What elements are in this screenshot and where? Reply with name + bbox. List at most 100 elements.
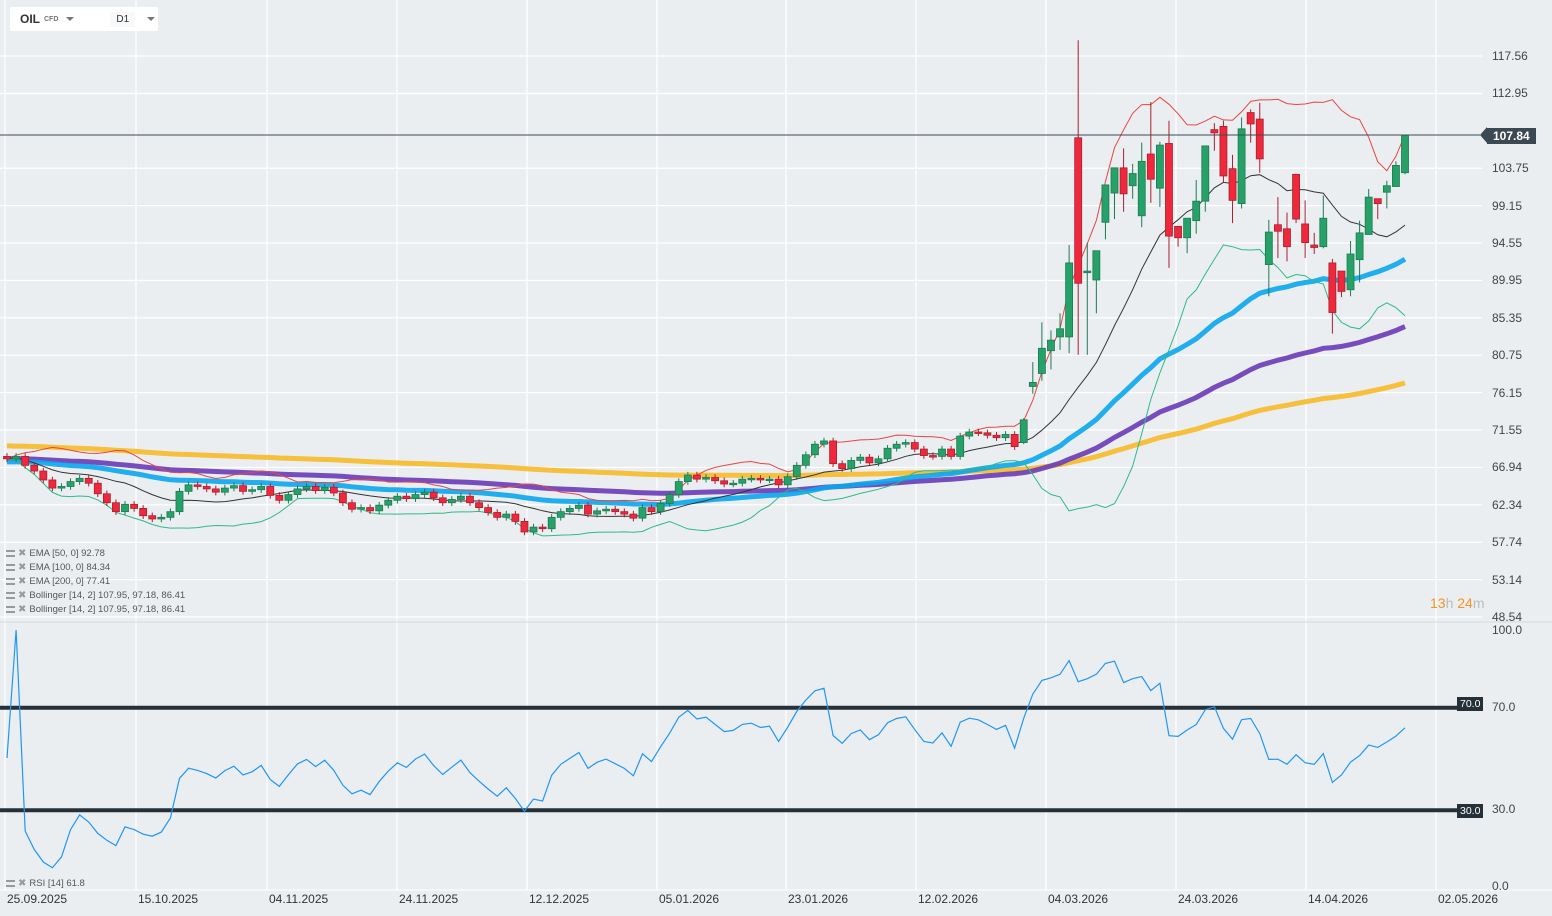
candle-body bbox=[1083, 270, 1092, 274]
candle-up bbox=[502, 510, 511, 521]
candle-up bbox=[565, 505, 574, 515]
candle-down bbox=[611, 505, 620, 515]
candle-down bbox=[329, 484, 338, 497]
countdown-minutes: 24 bbox=[1457, 595, 1473, 611]
candle-up bbox=[702, 474, 710, 483]
candle-down bbox=[48, 476, 57, 492]
candle-down bbox=[992, 432, 1001, 441]
candle-down bbox=[275, 492, 284, 504]
chevron-down-icon[interactable] bbox=[66, 17, 75, 21]
candle-body bbox=[1056, 328, 1064, 338]
candle-down bbox=[693, 471, 701, 483]
close-icon[interactable]: ✖ bbox=[18, 576, 27, 587]
candle-body bbox=[511, 513, 520, 522]
candle-body bbox=[284, 494, 293, 501]
candle-down bbox=[1119, 148, 1128, 212]
candle-body bbox=[1292, 173, 1300, 220]
candle-body bbox=[1237, 128, 1246, 205]
candle-body bbox=[402, 495, 411, 500]
settings-icon[interactable] bbox=[6, 578, 15, 585]
candle-body bbox=[829, 440, 837, 465]
candle-body bbox=[1255, 118, 1264, 160]
candle-down bbox=[429, 488, 438, 502]
candle-body bbox=[84, 477, 93, 484]
candle-body bbox=[429, 491, 438, 499]
candle-body bbox=[57, 486, 66, 489]
candle-body bbox=[1037, 347, 1046, 374]
candle-body bbox=[1382, 185, 1391, 193]
close-icon[interactable]: ✖ bbox=[18, 604, 27, 615]
candle-body bbox=[202, 486, 211, 490]
candle-body bbox=[93, 482, 102, 495]
candle-up bbox=[575, 501, 583, 512]
close-icon[interactable]: ✖ bbox=[18, 590, 27, 601]
candle-body bbox=[1165, 143, 1173, 237]
timeframe-selector[interactable]: D1 bbox=[110, 11, 136, 27]
candle-up bbox=[1092, 250, 1101, 314]
current-price-badge: 107.84 bbox=[1487, 128, 1536, 144]
settings-icon[interactable] bbox=[6, 880, 15, 887]
candle-down bbox=[910, 439, 919, 453]
candle-up bbox=[456, 492, 465, 503]
candle-down bbox=[466, 492, 474, 506]
candle-down bbox=[311, 483, 320, 494]
candle-up bbox=[75, 475, 84, 485]
candle-down bbox=[148, 512, 157, 523]
rsi-y-tick-label: 70.0 bbox=[1492, 699, 1516, 714]
close-icon[interactable]: ✖ bbox=[18, 548, 27, 559]
candle-down bbox=[1146, 102, 1155, 203]
settings-icon[interactable] bbox=[6, 606, 15, 613]
candle-body bbox=[148, 515, 157, 520]
candle-down bbox=[829, 437, 837, 467]
candle-body bbox=[801, 454, 810, 466]
candle-down bbox=[30, 462, 39, 475]
candle-up bbox=[820, 437, 828, 448]
y-tick-label: 71.55 bbox=[1492, 422, 1523, 437]
candle-body bbox=[738, 478, 747, 484]
rsi-y-tick-label: 100.0 bbox=[1492, 623, 1523, 637]
settings-icon[interactable] bbox=[6, 564, 15, 571]
y-tick-label: 80.75 bbox=[1492, 348, 1523, 363]
candle-body bbox=[693, 474, 701, 480]
close-icon[interactable]: ✖ bbox=[18, 562, 27, 573]
candle-body bbox=[484, 507, 493, 513]
candle-body bbox=[456, 495, 465, 500]
x-tick-label: 05.01.2026 bbox=[659, 892, 720, 906]
symbol-selector[interactable]: OIL CFD D1 bbox=[10, 7, 158, 31]
settings-icon[interactable] bbox=[6, 592, 15, 599]
candle-body bbox=[1128, 173, 1137, 187]
candle-body bbox=[965, 431, 974, 437]
legend-item: ✖ Bollinger [14, 2] 107.95, 97.18, 86.41 bbox=[6, 590, 185, 601]
candle-body bbox=[992, 434, 1001, 439]
candle-body bbox=[892, 443, 901, 449]
chevron-down-icon[interactable] bbox=[147, 17, 156, 21]
candle-up bbox=[801, 451, 810, 469]
candle-down bbox=[620, 508, 629, 518]
candle-body bbox=[48, 479, 57, 489]
candle-body bbox=[883, 447, 892, 460]
candle-body bbox=[3, 455, 11, 460]
close-icon[interactable]: ✖ bbox=[18, 878, 27, 889]
candle-body bbox=[1392, 165, 1400, 187]
candle-body bbox=[974, 431, 983, 434]
candle-body bbox=[193, 484, 202, 487]
candle-body bbox=[1301, 223, 1310, 244]
settings-icon[interactable] bbox=[6, 550, 15, 557]
candle-body bbox=[1092, 250, 1101, 281]
candle-body bbox=[75, 477, 84, 482]
candle-body bbox=[1119, 167, 1128, 195]
candle-up bbox=[593, 507, 601, 518]
candle-up bbox=[1065, 245, 1074, 354]
candle-body bbox=[665, 494, 674, 504]
candle-body bbox=[1264, 231, 1273, 265]
legend-label: Bollinger [14, 2] 107.95, 97.18, 86.41 bbox=[29, 590, 186, 601]
candle-body bbox=[166, 511, 175, 518]
candle-up bbox=[792, 462, 801, 480]
candle-body bbox=[1010, 434, 1019, 448]
candle-body bbox=[275, 494, 284, 501]
candle-down bbox=[21, 453, 30, 469]
candle-up bbox=[1201, 145, 1210, 212]
x-tick-label: 24.11.2025 bbox=[399, 892, 459, 906]
candle-body bbox=[747, 477, 756, 481]
